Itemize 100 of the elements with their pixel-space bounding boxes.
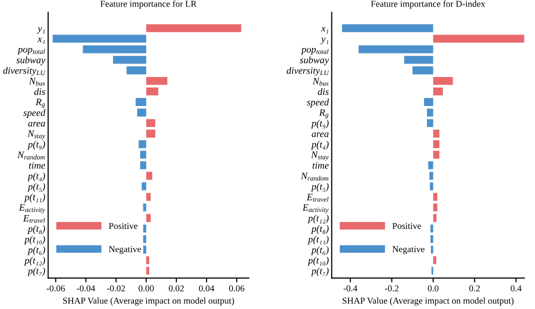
y-tick-label: p(t₁₂) bbox=[24, 256, 46, 266]
y-tick-label: R$_{g}$ bbox=[319, 109, 328, 118]
y-tick-label: p(t₁₂) bbox=[308, 214, 329, 224]
bar bbox=[146, 130, 156, 138]
y-tick-label: area bbox=[312, 132, 329, 138]
bar bbox=[433, 192, 438, 201]
y-tick-label: E$_{travel}$ bbox=[23, 214, 45, 223]
bar bbox=[412, 66, 434, 74]
bar bbox=[433, 150, 440, 159]
y-tick-label: y₁ bbox=[36, 27, 45, 34]
x-tick-label: 0.02 bbox=[168, 285, 184, 292]
x-tick-label: 0.2 bbox=[469, 285, 480, 292]
y-tick-label: N$_{random}$ bbox=[17, 152, 45, 160]
bar bbox=[433, 87, 443, 96]
y-tick-label: N$_{random}$ bbox=[300, 172, 328, 181]
bar bbox=[113, 56, 146, 64]
x-tick-label: -0.04 bbox=[76, 285, 96, 292]
y-tick-label: subway bbox=[300, 56, 329, 66]
y-tick-label: y₁ bbox=[320, 38, 328, 44]
bar bbox=[404, 56, 434, 64]
bar bbox=[428, 161, 434, 170]
y-tick-label: p(t₅) bbox=[310, 182, 329, 192]
y-tick-label: p(t₇) bbox=[27, 267, 46, 276]
y-tick-label: p(t₁₁) bbox=[308, 236, 329, 245]
bar bbox=[143, 246, 146, 254]
y-tick-label: p(t₄) bbox=[310, 140, 329, 150]
bar bbox=[146, 172, 152, 180]
bar bbox=[146, 76, 168, 85]
x-tick-label: 0.04 bbox=[198, 285, 214, 292]
y-tick-label: p(t₁₀) bbox=[24, 236, 46, 245]
x-tick-label: 0.0 bbox=[428, 285, 438, 292]
bar bbox=[146, 256, 150, 264]
y-tick-label: E$_{activity}$ bbox=[18, 204, 46, 214]
y-tick-label: p(t₈) bbox=[27, 225, 46, 234]
bar bbox=[146, 24, 242, 32]
y-tick-label: subway bbox=[16, 56, 46, 66]
chart-title: Feature importance for D-index bbox=[370, 0, 486, 9]
y-tick-label: N$_{bus}$ bbox=[312, 78, 328, 86]
x-tick-label: -0.4 bbox=[344, 285, 358, 292]
y-tick-label: x₁ bbox=[38, 38, 45, 44]
bar bbox=[433, 203, 438, 212]
y-tick-label: pop$_{total}$ bbox=[300, 48, 328, 55]
bar bbox=[433, 76, 453, 85]
bar bbox=[82, 45, 146, 54]
y-tick-label: p(t₅) bbox=[27, 182, 46, 192]
x-axis-title: SHAP Value (Average impact on model output) bbox=[63, 297, 234, 306]
y-tick-label: area bbox=[28, 122, 46, 127]
bar bbox=[433, 256, 436, 264]
x-tick-label: -0.02 bbox=[106, 285, 125, 292]
y-tick-label: p(t₉) bbox=[27, 140, 46, 150]
bar bbox=[126, 66, 146, 74]
y-tick-label: dis bbox=[318, 88, 329, 95]
y-tick-label: p(t₈) bbox=[310, 225, 329, 234]
bar bbox=[146, 192, 151, 201]
bar bbox=[342, 24, 434, 32]
x-axis-title: SHAP Value (Average impact on model output) bbox=[342, 297, 514, 306]
y-tick-label: x₁ bbox=[321, 27, 328, 34]
y-tick-label: p(t₆) bbox=[310, 246, 329, 256]
bar bbox=[146, 119, 156, 128]
legend-label: Positive bbox=[108, 222, 138, 229]
y-tick-label: p(t₉) bbox=[310, 120, 329, 129]
bar bbox=[429, 172, 434, 180]
y-tick-label: dis bbox=[34, 88, 46, 95]
bar bbox=[143, 203, 146, 212]
bar bbox=[143, 224, 146, 232]
bar bbox=[433, 140, 440, 148]
x-tick-label: -0.06 bbox=[46, 285, 65, 292]
y-tick-label: time bbox=[312, 162, 329, 169]
bar bbox=[136, 98, 146, 106]
bar bbox=[358, 45, 434, 54]
y-tick-label: pop$_{total}$ bbox=[17, 48, 45, 55]
y-tick-label: time bbox=[29, 162, 46, 169]
y-tick-label: N$_{stay}$ bbox=[28, 130, 46, 140]
y-tick-label: N$_{stay}$ bbox=[311, 152, 329, 161]
bar bbox=[146, 214, 151, 222]
legend-label: Negative bbox=[108, 246, 141, 254]
legend-label: Positive bbox=[392, 222, 421, 229]
bar bbox=[433, 130, 440, 138]
bar bbox=[426, 108, 434, 116]
y-tick-label: speed bbox=[306, 98, 329, 108]
y-tick-label: E$_{activity}$ bbox=[302, 204, 329, 214]
bar bbox=[424, 98, 434, 106]
y-tick-label: p(t₄) bbox=[27, 172, 46, 182]
y-tick-label: p(t₇) bbox=[310, 267, 329, 276]
bar bbox=[433, 34, 524, 43]
bar bbox=[146, 266, 150, 275]
bar bbox=[137, 108, 146, 116]
bar bbox=[430, 235, 434, 244]
bar bbox=[140, 161, 146, 170]
y-tick-label: p(t₁₁) bbox=[24, 194, 46, 202]
legend-label: Negative bbox=[392, 246, 424, 254]
bar bbox=[426, 119, 434, 128]
y-tick-label: p(t₁₀) bbox=[308, 256, 329, 266]
x-tick-label: 0.00 bbox=[138, 285, 154, 292]
y-tick-label: E$_{travel}$ bbox=[306, 194, 328, 202]
bar bbox=[138, 140, 146, 148]
bar bbox=[143, 235, 146, 244]
y-tick-label: diversity$_{LU}$ bbox=[286, 66, 330, 76]
bar bbox=[430, 224, 434, 232]
y-tick-label: p(t₆) bbox=[27, 246, 46, 256]
